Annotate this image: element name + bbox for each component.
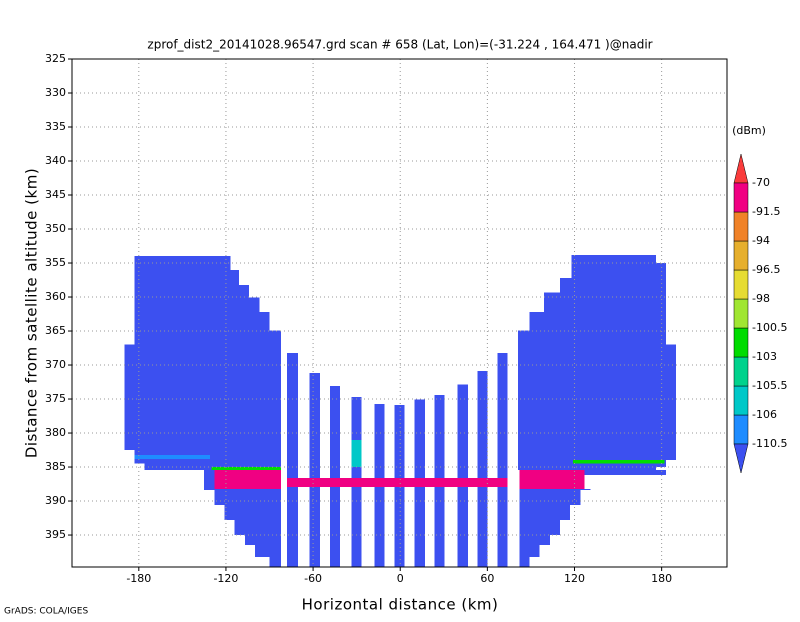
cell (571, 254, 656, 470)
cell (519, 469, 585, 489)
x-tick-label: 60 (480, 572, 494, 585)
cell (666, 344, 677, 461)
cell (517, 330, 530, 470)
y-tick-label: 325 (45, 52, 66, 65)
axes-layer: 325 330 335 340 345 350 355 360 365 370 375 380 385 3… (45, 52, 727, 585)
cell (239, 284, 250, 470)
colorbar-segment (733, 356, 749, 387)
colorbar-segment (733, 385, 749, 416)
cell (249, 297, 260, 470)
cell (529, 311, 545, 470)
cell (497, 352, 508, 567)
cell (559, 488, 571, 521)
y-tick-label: 330 (45, 86, 66, 99)
cell (559, 277, 572, 470)
colorbar-segment (733, 414, 749, 445)
colorbar-label: -100.5 (752, 321, 787, 334)
x-tick-label: -120 (213, 572, 238, 585)
x-tick-label: 120 (564, 572, 585, 585)
y-tick-label: 355 (45, 256, 66, 269)
cell (254, 488, 270, 557)
cell (286, 477, 508, 487)
cell (230, 269, 240, 470)
y-axis-label: Distance from satellite altitude (km) (23, 168, 41, 458)
cell (580, 488, 591, 491)
colorbar-unit: (dBm) (732, 124, 766, 137)
x-tick-label: -60 (304, 572, 322, 585)
cell (309, 373, 320, 567)
colorbar-segment (733, 182, 749, 213)
y-tick-label: 340 (45, 154, 66, 167)
x-tick-label: -180 (126, 572, 151, 585)
cell (286, 352, 298, 567)
colorbar-label: -94 (752, 234, 770, 247)
cell (529, 488, 540, 557)
cell (234, 488, 245, 536)
cell (269, 330, 282, 470)
colorbar-segment (733, 269, 749, 300)
cell (573, 460, 665, 464)
colorbar-segment (733, 211, 749, 242)
cell (519, 488, 530, 567)
y-tick-label: 365 (45, 324, 66, 337)
colorbar-label: -70 (752, 176, 770, 189)
y-tick-label: 345 (45, 188, 66, 201)
cell (124, 344, 135, 451)
colorbar-label: -105.5 (752, 379, 787, 392)
y-tick-label: 395 (45, 528, 66, 541)
plot-frame (71, 58, 728, 568)
colorbar-segment (733, 298, 749, 329)
cell (477, 371, 488, 567)
colorbar-label: -103 (752, 350, 777, 363)
x-axis-label: Horizontal distance (km) (302, 596, 499, 614)
y-tick-label: 385 (45, 460, 66, 473)
y-tick-label: 350 (45, 222, 66, 235)
cell (204, 469, 215, 491)
cell (584, 469, 667, 476)
y-tick-label: 390 (45, 494, 66, 507)
y-tick-label: 380 (45, 426, 66, 439)
y-tick-label: 370 (45, 358, 66, 371)
colorbar-bottom (733, 443, 749, 474)
cell (539, 488, 550, 546)
cell (457, 384, 468, 567)
y-tick-label: 375 (45, 392, 66, 405)
colorbar-label: -106 (752, 408, 777, 421)
colorbar-segment (733, 240, 749, 271)
cell (134, 256, 145, 464)
cell (244, 488, 255, 546)
cell (570, 488, 581, 506)
cell (544, 292, 560, 470)
colorbar-label: -96.5 (752, 263, 780, 276)
colorbar-label: -91.5 (752, 205, 780, 218)
colorbar-label: -98 (752, 292, 770, 305)
cell (351, 439, 362, 468)
cell (211, 467, 282, 470)
colorbar-label: -110.5 (752, 437, 787, 450)
x-tick-label: 0 (397, 572, 404, 585)
cell (329, 386, 340, 567)
cell (214, 488, 225, 506)
y-tick-label: 360 (45, 290, 66, 303)
footer: GrADS: COLA/IGES (4, 607, 88, 617)
cell (214, 469, 282, 489)
cell (224, 488, 235, 521)
cell (259, 311, 270, 470)
cell (269, 488, 282, 567)
chart-title: zprof_dist2_20141028.96547.grd scan # 65… (147, 38, 652, 52)
x-tick-label: 180 (651, 572, 672, 585)
cell (134, 454, 210, 459)
y-tick-label: 335 (45, 120, 66, 133)
colorbar-segment (733, 327, 749, 358)
cell (549, 488, 560, 536)
cell (144, 256, 231, 470)
field-layer (124, 254, 677, 567)
colorbar: -110.5 -106 -105.5 -103 -100.5 -98 -96.5 -94 -91… (733, 153, 787, 474)
